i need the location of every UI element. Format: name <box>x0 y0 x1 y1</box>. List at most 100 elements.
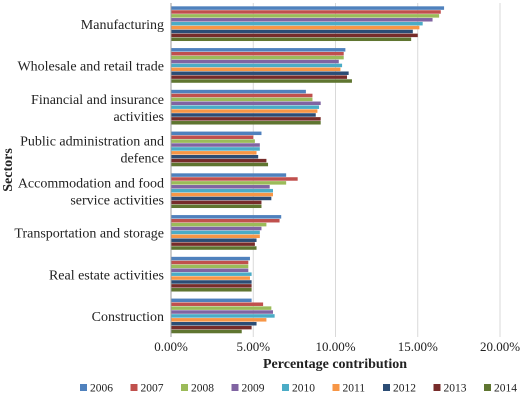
bar <box>171 272 252 276</box>
bar <box>171 177 298 181</box>
bar <box>171 135 254 139</box>
bar <box>171 97 313 102</box>
bar <box>171 143 260 147</box>
bar <box>171 188 273 193</box>
legend-swatch <box>383 384 390 391</box>
y-axis-title: Sectors <box>1 148 16 192</box>
bar <box>171 298 252 303</box>
bar <box>171 121 321 125</box>
bar <box>171 226 262 231</box>
legend-swatch <box>332 384 340 391</box>
bar <box>171 260 249 265</box>
legend-swatch <box>231 384 239 391</box>
bar <box>171 131 262 136</box>
legend-label: 2008 <box>191 383 214 395</box>
legend-swatch <box>282 384 289 391</box>
x-tick-labels: 0.00% 5.00% 10.00% 15.00% 20.00% <box>154 339 520 354</box>
bar <box>171 314 275 318</box>
category-label-line: Accommodation and food <box>18 176 164 191</box>
bar <box>171 196 272 201</box>
bar <box>171 234 260 239</box>
legend-label: 2010 <box>292 383 315 395</box>
bar <box>171 59 339 64</box>
bar <box>171 173 287 177</box>
bar <box>171 79 352 83</box>
legend-swatch <box>433 384 441 391</box>
category-label-line: Wholesale and retail trade <box>17 60 164 75</box>
bar <box>171 256 250 261</box>
bar <box>171 230 260 235</box>
bar <box>171 238 257 242</box>
bar <box>171 18 433 22</box>
category-label-line: defence <box>120 152 164 167</box>
bar <box>171 93 313 98</box>
legend-swatch <box>181 384 188 391</box>
bar <box>171 10 441 14</box>
category-label: Public administration and defence <box>20 135 164 167</box>
bar <box>171 158 267 163</box>
category-label-line: Financial and insurance <box>31 93 164 108</box>
bar <box>171 222 267 227</box>
category-label-line: service activities <box>70 193 164 208</box>
bar <box>171 204 262 209</box>
category-label: Financial and insurance activities <box>31 93 164 125</box>
legend-swatch <box>130 384 138 391</box>
category-label: Wholesale and retail trade <box>17 60 164 75</box>
bar <box>171 67 341 72</box>
bar <box>171 71 349 75</box>
x-axis-title: Percentage contribution <box>263 357 407 372</box>
legend-swatch <box>484 384 491 391</box>
bar <box>171 185 270 189</box>
x-tick-label: 20.00% <box>480 339 520 354</box>
bar <box>171 55 344 60</box>
bar <box>171 192 273 197</box>
category-label-line: Real estate activities <box>49 268 164 283</box>
bar <box>171 288 252 292</box>
bar <box>171 33 418 38</box>
category-labels: Manufacturing Wholesale and retail trade F… <box>14 18 164 325</box>
bar <box>171 268 249 273</box>
bar <box>171 48 346 52</box>
bar <box>171 306 272 310</box>
bar <box>171 246 257 250</box>
x-tick-label: 15.00% <box>398 339 438 354</box>
bar <box>171 242 255 246</box>
legend-label: 2009 <box>242 383 265 395</box>
legend-label: 2011 <box>343 383 366 395</box>
bar <box>171 113 316 117</box>
legend: 2006 2007 2008 2009 2010 2011 2012 2013 2014 <box>80 383 517 395</box>
legend-label: 2006 <box>90 383 113 395</box>
bar <box>171 218 280 223</box>
bar <box>171 25 420 30</box>
bar <box>171 105 320 109</box>
category-label: Manufacturing <box>81 18 164 33</box>
bar <box>171 162 269 167</box>
bar <box>171 147 260 151</box>
legend-label: 2012 <box>393 383 416 395</box>
bar <box>171 215 282 219</box>
bar <box>171 29 413 34</box>
bar <box>171 151 257 155</box>
x-tick-label: 10.00% <box>315 339 355 354</box>
bar <box>171 109 318 113</box>
x-tick-label: 0.00% <box>154 339 188 354</box>
category-label-line: activities <box>113 110 164 125</box>
bar <box>171 200 262 205</box>
bar <box>171 302 264 306</box>
bar <box>171 318 267 322</box>
category-label-line: Construction <box>92 310 164 325</box>
bar <box>171 284 252 288</box>
legend-label: 2007 <box>141 383 164 395</box>
category-label-line: Transportation and storage <box>14 227 164 242</box>
bar <box>171 321 257 326</box>
bar <box>171 154 259 159</box>
bar <box>171 37 412 42</box>
bar <box>171 329 242 334</box>
bar <box>171 280 252 284</box>
bar <box>171 63 343 68</box>
bar <box>171 310 273 314</box>
legend-swatch <box>80 384 87 391</box>
category-label-line: Manufacturing <box>81 18 164 33</box>
bar <box>171 264 249 269</box>
